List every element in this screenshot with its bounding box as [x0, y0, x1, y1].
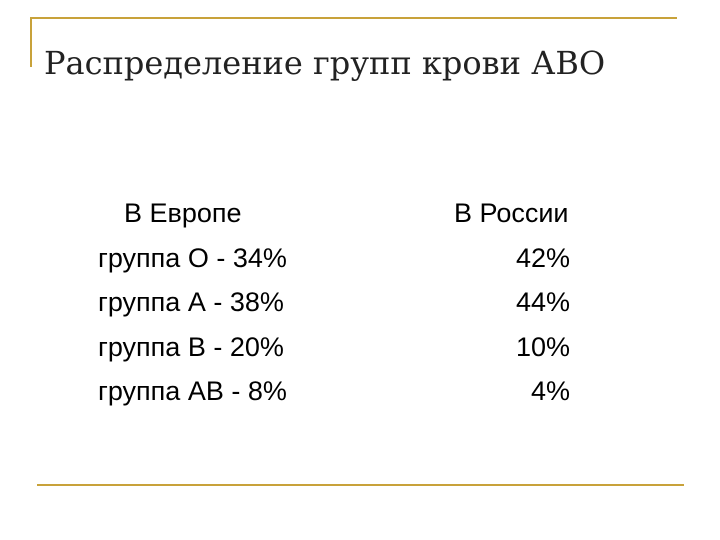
europe-column: В Европе группа О - 34% группа А - 38% г…	[98, 191, 287, 414]
europe-heading: В Европе	[124, 198, 242, 228]
slide-title: Распределение групп крови АВО	[44, 44, 606, 82]
europe-row-b: группа В - 20%	[98, 331, 284, 362]
russia-value-o: 42%	[516, 242, 571, 273]
europe-row-ab: группа АВ - 8%	[98, 376, 287, 406]
russia-value-b: 10%	[516, 331, 571, 362]
left-rule	[30, 17, 32, 67]
russia-value-a: 44%	[516, 287, 571, 317]
europe-row-o: группа О - 34%	[98, 242, 287, 273]
europe-row-a: группа А - 38%	[98, 287, 284, 317]
russia-heading: В России	[454, 198, 569, 228]
russia-column: В России 42% 44% 10% 4%	[454, 191, 570, 414]
bottom-rule	[37, 484, 684, 486]
top-rule	[30, 17, 677, 19]
russia-value-ab: 4%	[531, 376, 571, 406]
